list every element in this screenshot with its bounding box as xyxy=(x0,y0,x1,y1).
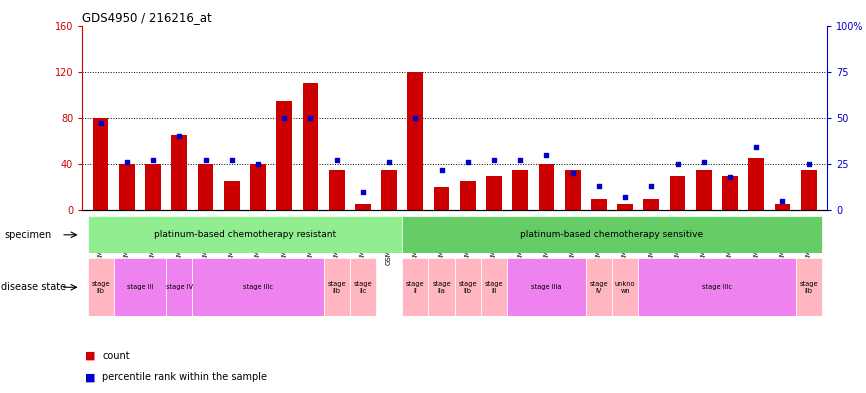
Point xyxy=(565,170,579,176)
Point xyxy=(198,157,212,163)
Point xyxy=(670,161,684,167)
Bar xyxy=(748,158,764,210)
Point xyxy=(277,115,291,121)
Text: stage
IIa: stage IIa xyxy=(432,281,451,294)
Text: GDS4950 / 216216_at: GDS4950 / 216216_at xyxy=(82,11,212,24)
Bar xyxy=(565,170,580,210)
Point xyxy=(409,115,423,121)
Bar xyxy=(402,258,429,316)
Bar xyxy=(539,164,554,210)
Bar xyxy=(166,258,192,316)
Point xyxy=(697,159,711,165)
Bar xyxy=(402,216,822,253)
Point xyxy=(514,157,527,163)
Text: platinum-based chemotherapy sensitive: platinum-based chemotherapy sensitive xyxy=(520,230,703,239)
Bar xyxy=(591,199,607,210)
Point xyxy=(776,198,790,204)
Text: stage IIIc: stage IIIc xyxy=(243,284,273,290)
Point xyxy=(749,144,763,151)
Point xyxy=(251,161,265,167)
Bar xyxy=(324,258,350,316)
Bar xyxy=(407,72,423,210)
Bar xyxy=(585,258,612,316)
Bar xyxy=(224,182,240,210)
Point xyxy=(330,157,344,163)
Text: percentile rank within the sample: percentile rank within the sample xyxy=(102,372,268,382)
Point xyxy=(94,120,107,127)
Bar xyxy=(87,216,402,253)
Point xyxy=(487,157,501,163)
Text: stage
IIb: stage IIb xyxy=(799,281,818,294)
Bar xyxy=(481,258,507,316)
Text: ■: ■ xyxy=(85,351,95,361)
Text: count: count xyxy=(102,351,130,361)
Bar xyxy=(429,258,455,316)
Text: stage
IV: stage IV xyxy=(590,281,608,294)
Point xyxy=(644,183,658,189)
Text: stage IIIc: stage IIIc xyxy=(701,284,732,290)
Point xyxy=(592,183,606,189)
Point xyxy=(303,115,317,121)
Text: stage IIIa: stage IIIa xyxy=(531,284,562,290)
Text: disease state: disease state xyxy=(1,282,66,292)
Bar xyxy=(455,258,481,316)
Bar xyxy=(612,258,638,316)
Bar xyxy=(507,258,585,316)
Text: ■: ■ xyxy=(85,372,95,382)
Bar xyxy=(617,204,633,210)
Bar xyxy=(250,164,266,210)
Bar xyxy=(87,258,113,316)
Text: stage IV: stage IV xyxy=(165,284,193,290)
Point xyxy=(382,159,396,165)
Text: platinum-based chemotherapy resistant: platinum-based chemotherapy resistant xyxy=(154,230,336,239)
Text: specimen: specimen xyxy=(4,230,52,240)
Text: stage
IIc: stage IIc xyxy=(353,281,372,294)
Bar xyxy=(434,187,449,210)
Bar xyxy=(171,135,187,210)
Point xyxy=(618,194,632,200)
Bar xyxy=(329,170,345,210)
Bar xyxy=(113,258,166,316)
Bar xyxy=(145,164,161,210)
Bar xyxy=(669,176,685,210)
Text: stage III: stage III xyxy=(126,284,153,290)
Point xyxy=(356,189,370,195)
Bar xyxy=(276,101,292,210)
Bar xyxy=(796,258,822,316)
Point xyxy=(802,161,816,167)
Text: stage
II: stage II xyxy=(406,281,424,294)
Point xyxy=(146,157,160,163)
Bar xyxy=(774,204,791,210)
Point xyxy=(435,167,449,173)
Bar xyxy=(381,170,397,210)
Bar xyxy=(460,182,475,210)
Bar xyxy=(302,83,319,210)
Bar xyxy=(192,258,324,316)
Bar xyxy=(801,170,817,210)
Bar xyxy=(513,170,528,210)
Point xyxy=(540,152,553,158)
Point xyxy=(723,174,737,180)
Bar xyxy=(119,164,135,210)
Bar xyxy=(486,176,502,210)
Bar xyxy=(355,204,371,210)
Text: unkno
wn: unkno wn xyxy=(615,281,636,294)
Text: stage
III: stage III xyxy=(485,281,503,294)
Text: stage
IIb: stage IIb xyxy=(91,281,110,294)
Text: stage
IIb: stage IIb xyxy=(327,281,346,294)
Point xyxy=(172,133,186,140)
Bar xyxy=(197,164,213,210)
Bar xyxy=(638,258,796,316)
Bar xyxy=(696,170,712,210)
Point xyxy=(225,157,239,163)
Point xyxy=(461,159,475,165)
Bar xyxy=(93,118,108,210)
Bar xyxy=(722,176,738,210)
Bar xyxy=(350,258,376,316)
Bar xyxy=(643,199,659,210)
Point xyxy=(120,159,133,165)
Text: stage
IIb: stage IIb xyxy=(458,281,477,294)
